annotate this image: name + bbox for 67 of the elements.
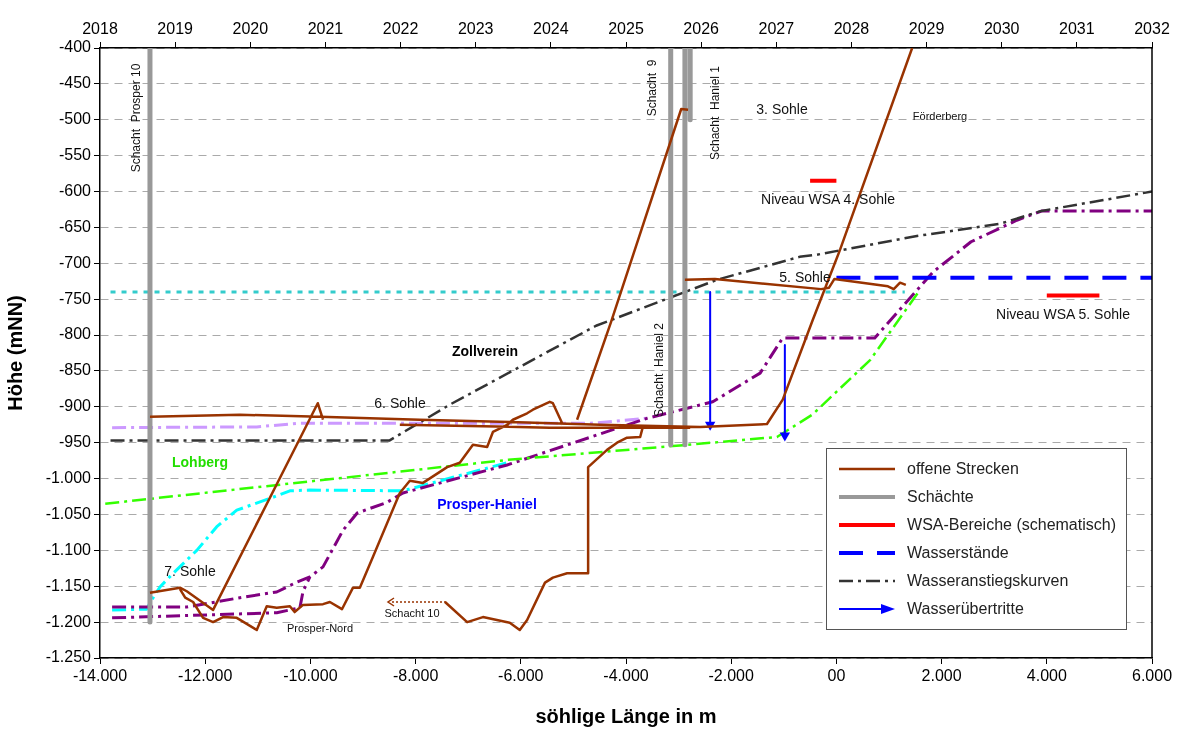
y-axis-title: Höhe (mNN) (3, 295, 26, 411)
y-tick-label: -650 (58, 217, 92, 235)
x-tick-label: -14.000 (72, 667, 128, 685)
y-tick-label: -1.050 (45, 504, 92, 522)
y-tick-label: -800 (58, 325, 92, 343)
x2-tick-label: 2018 (82, 19, 118, 37)
x2-tick-label: 2031 (1059, 19, 1095, 37)
x2-tick-label: 2026 (683, 19, 720, 37)
x-axis-title: söhlige Länge in m (535, 704, 717, 727)
x-tick-label: -8.000 (392, 667, 439, 685)
x2-tick-label: 2025 (608, 19, 644, 37)
legend-label: Schächte (907, 488, 974, 506)
x-tick-label: -4.000 (603, 667, 649, 685)
x2-tick-label: 2028 (833, 19, 870, 37)
y-tick-label: -1.000 (45, 468, 92, 486)
annotation: Schacht Prosper 10 (129, 63, 144, 173)
y-tick-label: -550 (58, 146, 92, 164)
annotation: Prosper-Nord (286, 622, 354, 635)
legend-label: Wasseranstiegskurven (907, 572, 1069, 590)
x-tick-label: -10.000 (283, 667, 338, 685)
annotation: Schacht 10 (384, 607, 440, 620)
x2-tick-label: 2027 (758, 19, 795, 37)
annotation: 6. Sohle (374, 394, 426, 411)
y-tick-label: -600 (58, 181, 92, 199)
legend-label: Wasserstände (907, 544, 1009, 562)
x-tick-label: 2.000 (921, 667, 962, 685)
x2-tick-label: 2032 (1134, 19, 1170, 37)
y-tick-label: -450 (58, 74, 92, 92)
y-tick-label: -950 (58, 433, 92, 451)
x-tick-label: -6.000 (498, 667, 544, 685)
y-tick-label: -750 (58, 289, 92, 307)
legend-label: WSA-Bereiche (schematisch) (907, 516, 1116, 534)
annotation: Lohberg (172, 453, 228, 470)
y-tick-label: -1.100 (45, 540, 92, 558)
y-tick-label: -900 (58, 397, 92, 415)
x2-tick-label: 2022 (382, 19, 419, 37)
x-tick-label: 00 (827, 667, 846, 685)
x2-tick-label: 2024 (533, 19, 569, 37)
x-tick-label: -2.000 (708, 667, 754, 685)
x2-tick-label: 2023 (457, 19, 494, 37)
y-tick-label: -1.250 (45, 648, 92, 666)
x2-tick-label: 2020 (232, 19, 269, 37)
y-tick-label: -1.150 (45, 576, 92, 594)
annotation: 3. Sohle (756, 100, 808, 117)
x2-tick-label: 2029 (908, 19, 945, 37)
y-tick-label: -500 (58, 110, 92, 128)
annotation: Schacht Haniel 2 (652, 322, 667, 418)
x2-tick-label: 2030 (983, 19, 1020, 37)
annotation: Förderberg (912, 110, 968, 123)
annotation: Niveau WSA 4. Sohle (761, 190, 896, 207)
annotation: Zollverein (451, 342, 519, 359)
y-tick-label: -1.200 (45, 612, 92, 630)
annotation: Prosper-Haniel (437, 495, 537, 512)
annotation: Schacht Haniel 1 (708, 65, 723, 161)
legend-label: offene Strecken (907, 460, 1019, 478)
y-tick-label: -400 (58, 38, 92, 56)
y-tick-label: -700 (58, 253, 92, 271)
x-tick-label: 4.000 (1026, 667, 1067, 685)
x2-tick-label: 2021 (307, 19, 344, 37)
annotation: 7. Sohle (164, 562, 216, 579)
x-tick-label: -12.000 (178, 667, 233, 685)
y-tick-label: -850 (58, 361, 92, 379)
legend-label: Wasserübertritte (907, 600, 1024, 618)
x2-tick-label: 2019 (157, 19, 194, 37)
annotation: Schacht 9 (645, 59, 660, 117)
x-tick-label: 6.000 (1131, 667, 1173, 685)
annotation: Niveau WSA 5. Sohle (996, 305, 1131, 322)
